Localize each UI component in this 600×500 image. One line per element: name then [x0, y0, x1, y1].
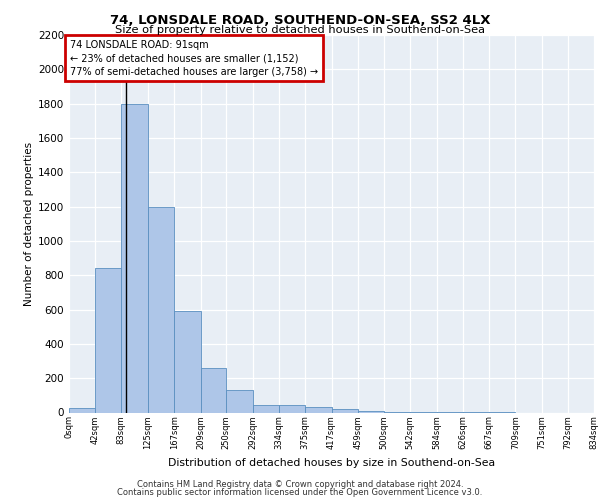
Bar — [148, 206, 174, 412]
Bar — [95, 268, 121, 412]
Bar — [226, 390, 253, 412]
Text: 74, LONSDALE ROAD, SOUTHEND-ON-SEA, SS2 4LX: 74, LONSDALE ROAD, SOUTHEND-ON-SEA, SS2 … — [110, 14, 490, 27]
Bar — [358, 411, 384, 412]
Bar — [174, 312, 200, 412]
Bar — [305, 408, 331, 412]
Bar — [69, 408, 95, 412]
Text: 74 LONSDALE ROAD: 91sqm
← 23% of detached houses are smaller (1,152)
77% of semi: 74 LONSDALE ROAD: 91sqm ← 23% of detache… — [70, 40, 318, 76]
Bar — [279, 405, 305, 412]
Bar — [121, 104, 148, 412]
Y-axis label: Number of detached properties: Number of detached properties — [24, 142, 34, 306]
Bar — [200, 368, 226, 412]
Text: Contains HM Land Registry data © Crown copyright and database right 2024.: Contains HM Land Registry data © Crown c… — [137, 480, 463, 489]
Text: Size of property relative to detached houses in Southend-on-Sea: Size of property relative to detached ho… — [115, 25, 485, 35]
Bar — [331, 409, 358, 412]
Bar — [253, 405, 279, 412]
Text: Contains public sector information licensed under the Open Government Licence v3: Contains public sector information licen… — [118, 488, 482, 497]
X-axis label: Distribution of detached houses by size in Southend-on-Sea: Distribution of detached houses by size … — [168, 458, 495, 468]
